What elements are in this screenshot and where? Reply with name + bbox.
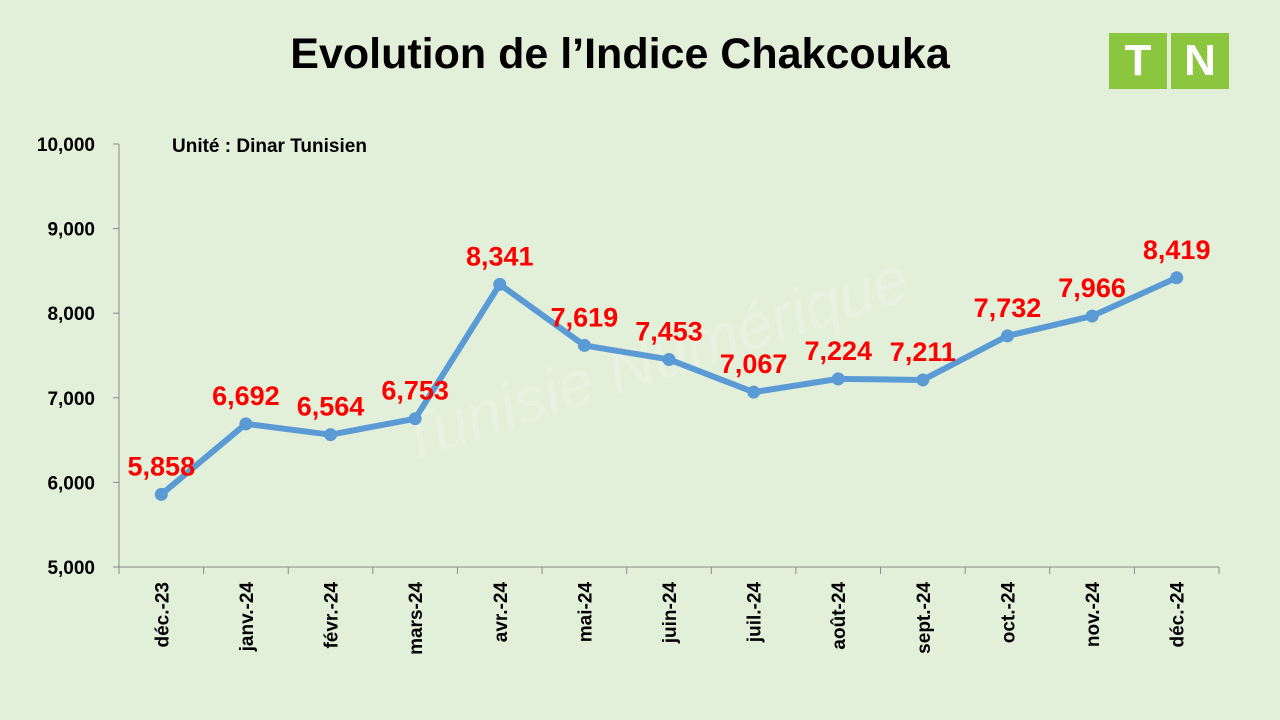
data-point xyxy=(747,385,761,399)
data-label: 7,619 xyxy=(551,302,619,332)
data-label: 5,858 xyxy=(128,451,196,481)
x-tick-label: déc.-23 xyxy=(152,582,173,647)
logo-letter-t: T xyxy=(1109,33,1167,89)
data-point xyxy=(1085,309,1099,323)
data-label: 6,692 xyxy=(212,381,280,411)
y-tick-label: 10,000 xyxy=(37,135,95,156)
tn-logo: T N xyxy=(1109,33,1229,89)
data-point xyxy=(577,338,591,352)
x-tick-label: oct.-24 xyxy=(998,582,1019,644)
data-label: 7,966 xyxy=(1058,273,1126,303)
y-tick-label: 8,000 xyxy=(47,304,95,325)
x-tick-label: mai-24 xyxy=(575,582,596,643)
y-tick-label: 9,000 xyxy=(47,220,95,241)
chart-title: Evolution de l’Indice Chakcouka xyxy=(290,30,950,78)
data-point xyxy=(1000,329,1014,343)
data-label: 7,453 xyxy=(635,316,703,346)
data-point xyxy=(324,428,338,442)
x-tick-label: juin-24 xyxy=(660,582,681,645)
x-tick-label: sept.-24 xyxy=(914,582,935,654)
unit-annotation: Unité : Dinar Tunisien xyxy=(172,136,367,157)
data-label: 7,211 xyxy=(890,337,956,367)
y-tick-label: 5,000 xyxy=(47,558,95,579)
x-tick-label: nov.-24 xyxy=(1083,582,1104,648)
data-label: 8,341 xyxy=(466,241,534,271)
x-tick-label: déc.-24 xyxy=(1168,582,1189,648)
data-label: 7,067 xyxy=(720,349,788,379)
data-point xyxy=(493,277,507,291)
data-label: 8,419 xyxy=(1143,235,1211,265)
y-tick-label: 7,000 xyxy=(47,389,95,410)
data-point xyxy=(239,417,253,431)
data-point xyxy=(831,372,845,386)
data-label: 7,224 xyxy=(804,336,872,366)
x-tick-label: mars-24 xyxy=(406,582,427,655)
data-label: 6,564 xyxy=(297,392,365,422)
data-point xyxy=(662,352,676,366)
data-point xyxy=(154,487,168,501)
data-point xyxy=(916,373,930,387)
data-point xyxy=(1170,271,1184,285)
y-tick-label: 6,000 xyxy=(47,473,95,494)
x-tick-label: août-24 xyxy=(829,582,850,650)
x-tick-label: févr.-24 xyxy=(322,582,343,649)
x-tick-label: juil.-24 xyxy=(745,582,766,644)
data-label: 6,753 xyxy=(381,376,449,406)
data-point xyxy=(408,412,422,426)
logo-letter-n: N xyxy=(1171,33,1229,89)
x-tick-label: avr.-24 xyxy=(491,582,512,643)
data-label: 7,732 xyxy=(974,293,1042,323)
x-tick-label: janv.-24 xyxy=(237,582,258,653)
